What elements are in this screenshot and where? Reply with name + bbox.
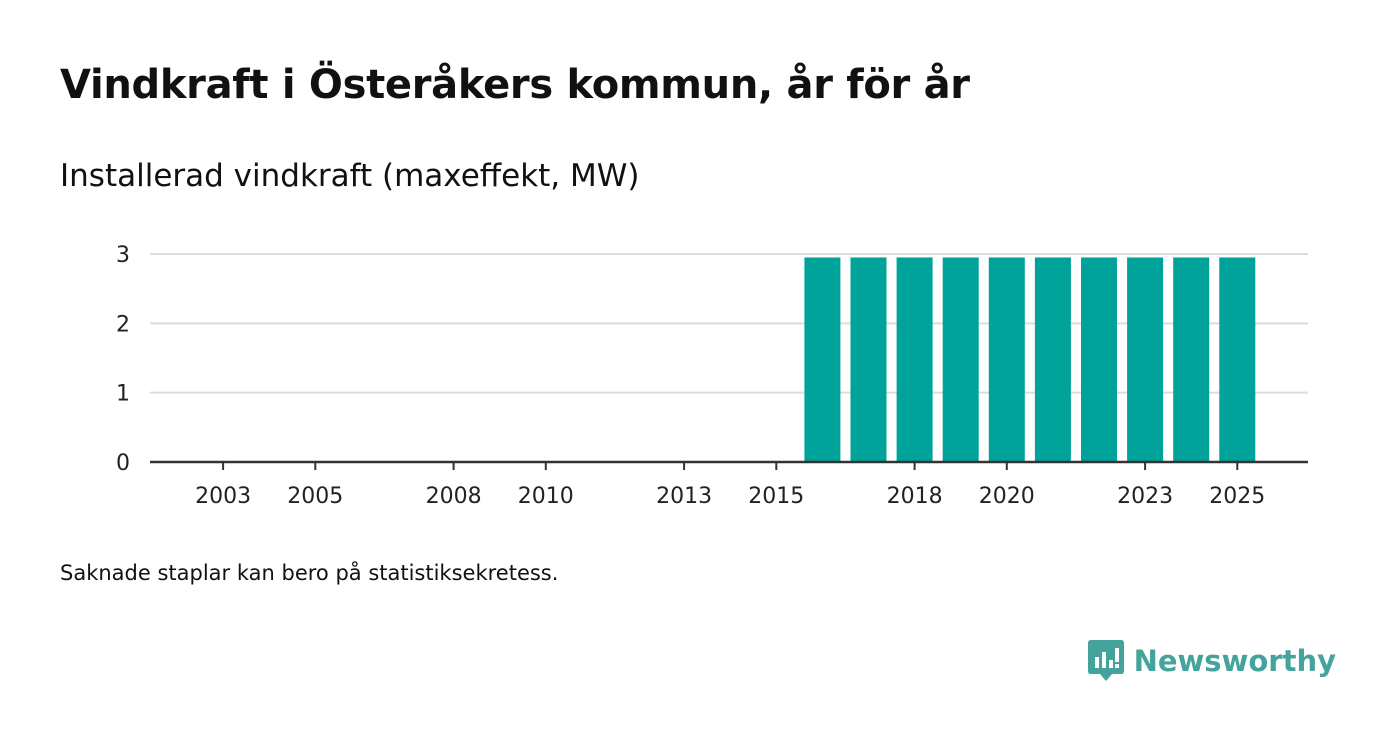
bar (1034, 257, 1071, 462)
bar (1219, 257, 1256, 462)
chart-subtitle: Installerad vindkraft (maxeffekt, MW) (60, 158, 640, 194)
bar (896, 257, 933, 462)
x-tick-label: 2015 (748, 484, 804, 509)
bar (942, 257, 979, 462)
x-tick-label: 2005 (287, 484, 343, 509)
x-tick-label: 2008 (426, 484, 482, 509)
bar (804, 257, 841, 462)
bar (1081, 257, 1117, 462)
x-tick-label: 2023 (1117, 484, 1173, 509)
chart-title: Vindkraft i Österåkers kommun, år för år (60, 62, 970, 108)
y-tick-label: 1 (116, 382, 130, 407)
x-tick-label: 2020 (979, 484, 1035, 509)
x-tick-label: 2018 (887, 484, 943, 509)
bar (850, 257, 887, 462)
brand-name: Newsworthy (1133, 644, 1336, 678)
y-tick-label: 2 (116, 312, 130, 337)
bar (1127, 257, 1164, 462)
y-tick-label: 0 (116, 451, 130, 476)
x-tick-label: 2010 (518, 484, 574, 509)
footnote: Saknade staplar kan bero på statistiksek… (60, 561, 559, 585)
brand-logo: Newsworthy (1087, 640, 1336, 682)
newsworthy-logo-icon (1087, 640, 1124, 681)
bar (1173, 257, 1210, 462)
x-tick-label: 2013 (656, 484, 712, 509)
y-tick-label: 3 (116, 243, 130, 268)
x-tick-label: 2003 (195, 484, 251, 509)
bar (988, 257, 1025, 462)
x-tick-label: 2025 (1209, 484, 1265, 509)
